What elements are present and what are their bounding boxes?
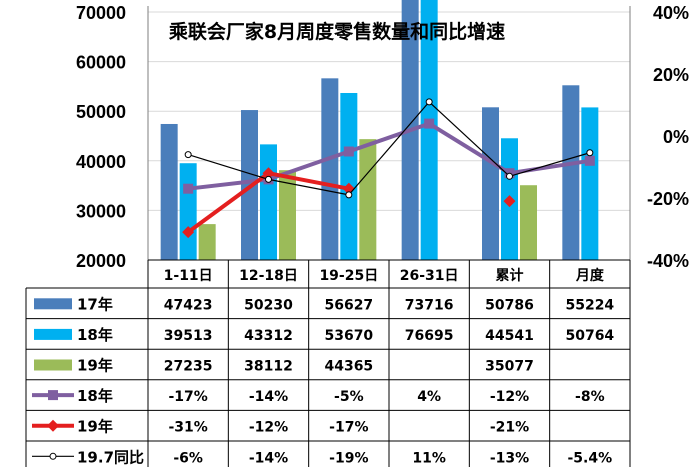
data-label: 47423 <box>164 297 213 313</box>
data-table: 1-11日 12-18日 19-25日 26-31日 累计 月度 17年 47423 50230… <box>25 259 631 467</box>
data-label: -12% <box>249 420 288 436</box>
data-label: 39513 <box>164 328 213 344</box>
data-label: -13% <box>490 450 529 466</box>
data-label: 50786 <box>485 297 534 313</box>
data-label: 38112 <box>244 359 293 375</box>
legend-swatch <box>34 359 72 371</box>
data-label: -14% <box>249 389 288 405</box>
bar <box>562 85 580 260</box>
axes: 20000 30000 40000 50000 60000 70000 40% 20% 0% -2… <box>76 3 689 271</box>
left-tick-label: 50000 <box>76 102 126 122</box>
bar <box>420 0 438 260</box>
data-label: -19% <box>329 450 368 466</box>
data-label: 44365 <box>324 359 373 375</box>
line-point <box>183 183 194 194</box>
bar-group <box>160 0 599 260</box>
series-name: 18年 <box>77 326 113 344</box>
line-point <box>265 175 272 183</box>
line-series-group <box>184 98 594 199</box>
left-tick-label: 20000 <box>76 251 126 271</box>
data-label: 43312 <box>244 328 293 344</box>
data-label: 76695 <box>405 328 454 344</box>
series-name: 19年 <box>77 357 113 375</box>
category-label: 月度 <box>575 267 605 284</box>
right-tick-label: 20% <box>653 65 689 85</box>
data-label: 27235 <box>164 359 213 375</box>
data-label: 35077 <box>485 359 534 375</box>
line-point <box>584 155 595 166</box>
data-label: 50230 <box>244 297 293 313</box>
data-label: -31% <box>169 420 208 436</box>
category-label: 19-25日 <box>319 268 378 284</box>
left-tick-label: 60000 <box>76 53 126 73</box>
category-label: 26-31日 <box>400 268 459 284</box>
line-point <box>48 390 58 401</box>
series-name: 19年 <box>77 418 113 436</box>
category-label: 12-18日 <box>239 268 298 284</box>
bar <box>198 224 216 260</box>
right-tick-label: -20% <box>647 189 689 209</box>
data-label: -8% <box>575 389 605 405</box>
series-name: 18年 <box>77 387 113 405</box>
left-tick-label: 30000 <box>76 201 126 221</box>
data-label: -5.4% <box>568 450 613 466</box>
data-label: -17% <box>169 389 208 405</box>
left-tick-label: 40000 <box>76 152 126 172</box>
line-point <box>343 146 354 157</box>
series-name: 19.7同比 <box>77 448 144 466</box>
bar <box>340 92 358 260</box>
data-label: 4% <box>417 389 441 405</box>
data-label: 55224 <box>565 297 614 313</box>
category-label: 1-11日 <box>164 268 213 284</box>
line-point <box>49 452 57 460</box>
left-tick-label: 70000 <box>76 3 126 23</box>
bar <box>260 144 277 260</box>
line-point <box>506 172 513 180</box>
legend-swatch <box>34 328 72 340</box>
legend-swatch <box>34 298 72 310</box>
right-tick-label: 40% <box>653 3 689 23</box>
series-line <box>187 101 591 196</box>
data-label: -12% <box>490 389 529 405</box>
chart-title: 乘联会厂家8月周度零售数量和同比增速 <box>168 20 505 43</box>
right-tick-label: -40% <box>647 251 689 271</box>
data-label: -5% <box>334 389 364 405</box>
data-label: 50764 <box>565 328 614 344</box>
data-label: -17% <box>329 420 368 436</box>
bar <box>520 185 537 260</box>
data-label: 44541 <box>485 328 534 344</box>
bar <box>359 139 377 260</box>
line-point <box>503 195 516 208</box>
line-point <box>586 149 594 157</box>
bar <box>482 107 499 260</box>
category-label: 累计 <box>496 267 524 284</box>
bar <box>160 123 178 260</box>
line-point <box>47 419 59 432</box>
line-series <box>182 98 595 239</box>
line-point <box>184 151 192 159</box>
bar <box>581 107 599 260</box>
line-point <box>182 226 195 239</box>
right-tick-label: 0% <box>663 127 689 147</box>
line-point <box>424 118 435 129</box>
line-point <box>345 191 353 199</box>
data-label: -14% <box>249 450 288 466</box>
data-label: -6% <box>173 450 203 466</box>
data-label: 56627 <box>324 297 373 313</box>
line-point <box>262 167 275 180</box>
data-label: 73716 <box>405 297 454 313</box>
bar <box>179 163 197 260</box>
data-label: 53670 <box>324 328 373 344</box>
line-point <box>425 98 433 106</box>
bars <box>160 0 599 260</box>
bar <box>321 78 339 260</box>
series-name: 17年 <box>77 295 113 313</box>
data-label: 11% <box>412 450 446 466</box>
bar <box>279 170 296 260</box>
data-label: -21% <box>490 420 529 436</box>
